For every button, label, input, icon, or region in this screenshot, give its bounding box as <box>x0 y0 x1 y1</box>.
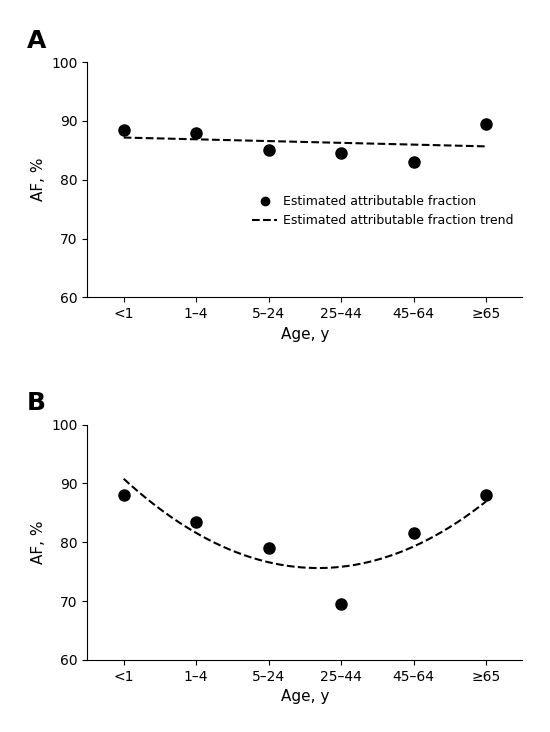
Point <box>264 144 273 156</box>
Text: A: A <box>26 29 46 53</box>
Point <box>337 598 345 610</box>
Point <box>119 124 128 135</box>
Point <box>192 516 201 528</box>
X-axis label: Age, y: Age, y <box>280 326 329 342</box>
Point <box>264 542 273 554</box>
Point <box>482 118 491 130</box>
Point <box>337 147 345 159</box>
Point <box>482 489 491 501</box>
Y-axis label: AF, %: AF, % <box>31 520 46 564</box>
Point <box>192 127 201 138</box>
Point <box>409 156 418 168</box>
Text: B: B <box>26 391 46 415</box>
Point <box>119 489 128 501</box>
Legend: Estimated attributable fraction, Estimated attributable fraction trend: Estimated attributable fraction, Estimat… <box>247 190 519 232</box>
Y-axis label: AF, %: AF, % <box>31 158 46 201</box>
Point <box>409 528 418 539</box>
X-axis label: Age, y: Age, y <box>280 690 329 704</box>
